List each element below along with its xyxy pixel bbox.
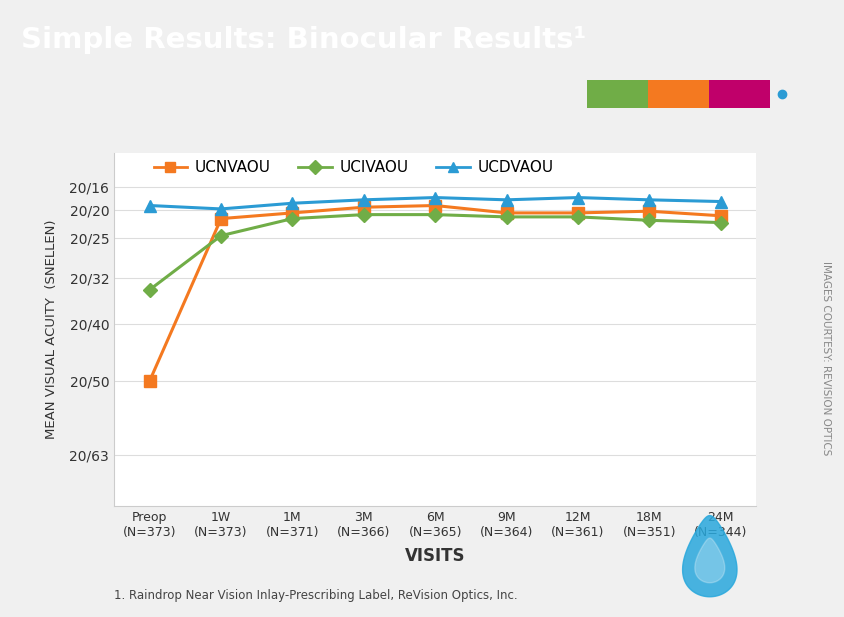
Bar [587, 80, 647, 108]
Bar [708, 80, 769, 108]
X-axis label: VISITS: VISITS [404, 547, 465, 565]
Polygon shape [682, 516, 736, 597]
Polygon shape [694, 538, 724, 583]
Y-axis label: MEAN VISUAL ACUITY  (SNELLEN): MEAN VISUAL ACUITY (SNELLEN) [46, 220, 58, 439]
Text: Simple Results: Binocular Results¹: Simple Results: Binocular Results¹ [21, 26, 586, 54]
Legend: UCNVAOU, UCIVAOU, UCDVAOU: UCNVAOU, UCIVAOU, UCDVAOU [147, 154, 559, 181]
Bar [647, 80, 708, 108]
Text: 1. Raindrop Near Vision Inlay-Prescribing Label, ReVision Optics, Inc.: 1. Raindrop Near Vision Inlay-Prescribin… [114, 589, 517, 602]
Text: IMAGES COURTESY: REVISION OPTICS: IMAGES COURTESY: REVISION OPTICS [820, 260, 830, 455]
